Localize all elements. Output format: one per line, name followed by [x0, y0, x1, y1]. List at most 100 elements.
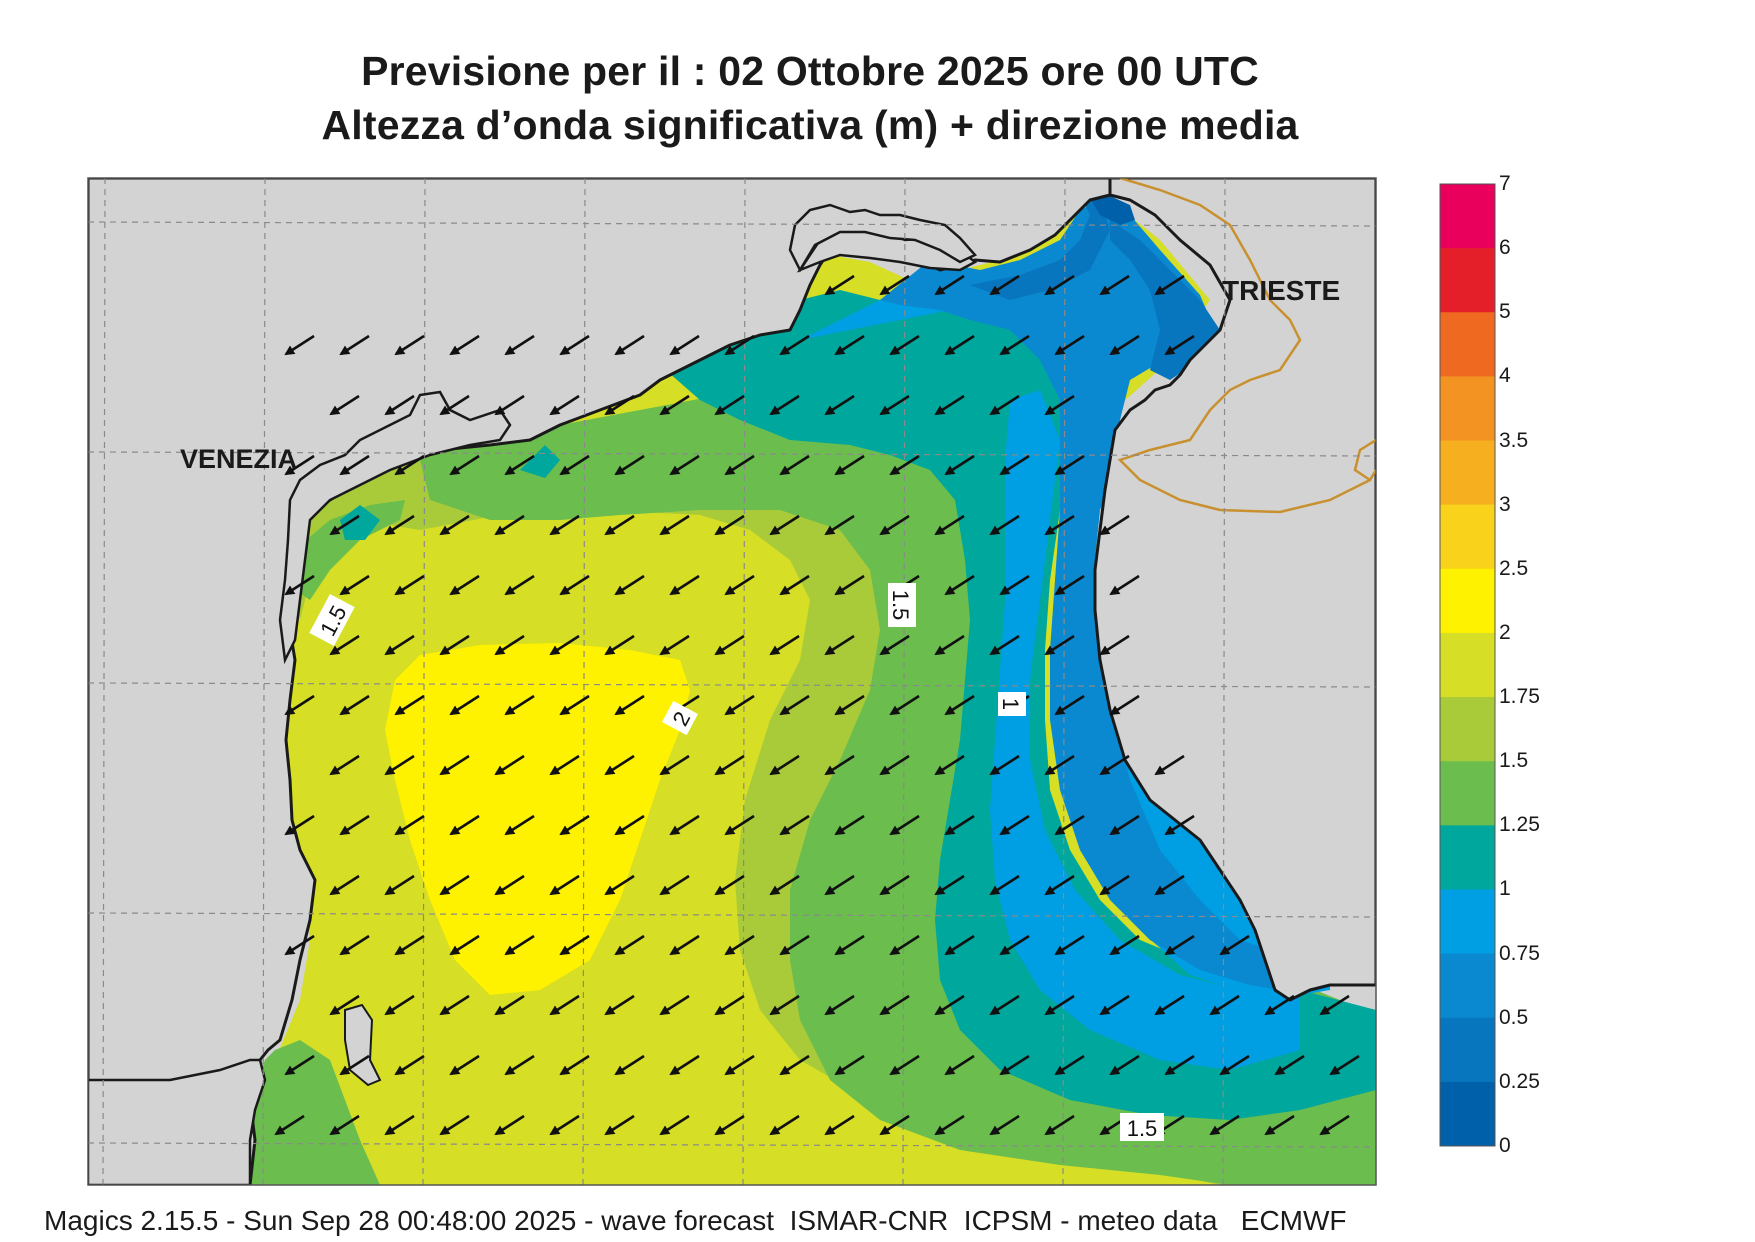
wave-arrow: [549, 874, 580, 896]
wave-arrow: [559, 454, 590, 476]
wave-arrow: [824, 634, 855, 656]
wave-arrow: [604, 514, 635, 536]
wave-arrow: [1209, 1114, 1240, 1136]
wave-arrow: [339, 934, 370, 956]
wave-arrow: [439, 1114, 470, 1136]
contour-label-max: 2: [662, 700, 698, 736]
sea-band-025-05: [970, 195, 1110, 300]
wave-arrow: [944, 814, 975, 836]
wave-arrow: [999, 1054, 1030, 1076]
wave-arrow: [504, 454, 535, 476]
color-scale-swatch: [1440, 1017, 1495, 1083]
wave-arrow: [1109, 814, 1140, 836]
wave-arrow: [614, 454, 645, 476]
wave-arrow: [989, 634, 1020, 656]
wave-arrow: [659, 394, 690, 416]
wave-arrow: [1164, 814, 1195, 836]
wave-arrow: [494, 994, 525, 1016]
wave-arrow: [604, 634, 635, 656]
wave-arrow: [339, 694, 370, 716]
wave-arrow: [1209, 994, 1240, 1016]
wave-arrow: [1164, 1054, 1195, 1076]
wave-arrow: [329, 754, 360, 776]
wave-arrow: [1154, 274, 1185, 296]
wave-arrow: [274, 1114, 305, 1136]
sea-band-125-15-nw: [295, 500, 405, 600]
color-scale-swatch: [1440, 1081, 1495, 1147]
wave-arrow: [779, 454, 810, 476]
sea-band-075-1-east: [990, 390, 1300, 1070]
wave-arrow: [439, 874, 470, 896]
grado-lagoon: [788, 203, 978, 273]
wave-arrow: [779, 694, 810, 716]
wave-arrow: [999, 574, 1030, 596]
wave-arrow: [384, 394, 415, 416]
wave-arrow: [549, 994, 580, 1016]
wave-arrow: [1044, 754, 1075, 776]
wave-arrow: [1054, 934, 1085, 956]
color-scale-label: 4: [1499, 364, 1511, 388]
wave-arrow: [889, 814, 920, 836]
wave-arrow: [889, 934, 920, 956]
wave-arrow: [339, 454, 370, 476]
wave-arrow: [339, 334, 370, 356]
wave-arrow: [494, 514, 525, 536]
wave-arrow: [329, 874, 360, 896]
color-scale-swatch: [1440, 248, 1495, 313]
wave-arrow: [834, 574, 865, 596]
wave-arrow: [669, 454, 700, 476]
wave-arrow: [449, 454, 480, 476]
color-scale-swatch: [1440, 632, 1495, 698]
wave-arrow: [494, 1114, 525, 1136]
wave-arrow: [329, 634, 360, 656]
sea-band-125-15-sw: [250, 1040, 380, 1185]
wave-arrow: [834, 1054, 865, 1076]
color-scale-swatch: [1440, 761, 1495, 826]
wave-arrow: [604, 874, 635, 896]
wave-arrow: [384, 994, 415, 1016]
wave-arrow: [504, 934, 535, 956]
wave-arrow: [1044, 514, 1075, 536]
wave-arrow: [714, 874, 745, 896]
wave-arrow: [714, 754, 745, 776]
contour-label-east-text: 1: [998, 698, 1023, 710]
wave-arrow: [1164, 934, 1195, 956]
wave-arrow: [714, 634, 745, 656]
wave-arrow: [989, 994, 1020, 1016]
wave-arrow: [449, 814, 480, 836]
wave-arrow: [879, 754, 910, 776]
wave-arrow: [989, 754, 1020, 776]
wave-arrow: [779, 814, 810, 836]
color-scale-swatch: [1440, 568, 1495, 634]
wave-arrow: [669, 814, 700, 836]
color-scale-label: 3.5: [1499, 428, 1529, 452]
sea-band-05-075: [880, 200, 1280, 990]
wave-arrow: [394, 814, 425, 836]
wave-arrow: [714, 994, 745, 1016]
wave-arrow: [1054, 1054, 1085, 1076]
wave-arrow: [439, 754, 470, 776]
wave-arrow: [1219, 1054, 1250, 1076]
wave-arrow: [1054, 334, 1085, 356]
wave-arrow: [769, 994, 800, 1016]
wave-arrow: [439, 994, 470, 1016]
wave-arrow: [934, 274, 965, 296]
wave-arrow: [944, 934, 975, 956]
wave-arrow: [439, 514, 470, 536]
wave-arrow: [879, 274, 910, 296]
wave-arrow: [999, 934, 1030, 956]
color-scale-frame: [1439, 183, 1496, 1147]
wave-arrow: [714, 394, 745, 416]
wave-arrow: [989, 1114, 1020, 1136]
wave-arrow: [879, 874, 910, 896]
wave-arrow: [1329, 1054, 1360, 1076]
wave-arrow: [934, 514, 965, 536]
wave-arrow: [724, 934, 755, 956]
wave-arrow: [384, 754, 415, 776]
wave-arrow: [889, 694, 920, 716]
color-scale-swatch: [1440, 953, 1495, 1019]
wave-arrow: [834, 814, 865, 836]
wave-arrow: [1264, 1114, 1295, 1136]
wave-arrow: [879, 394, 910, 416]
